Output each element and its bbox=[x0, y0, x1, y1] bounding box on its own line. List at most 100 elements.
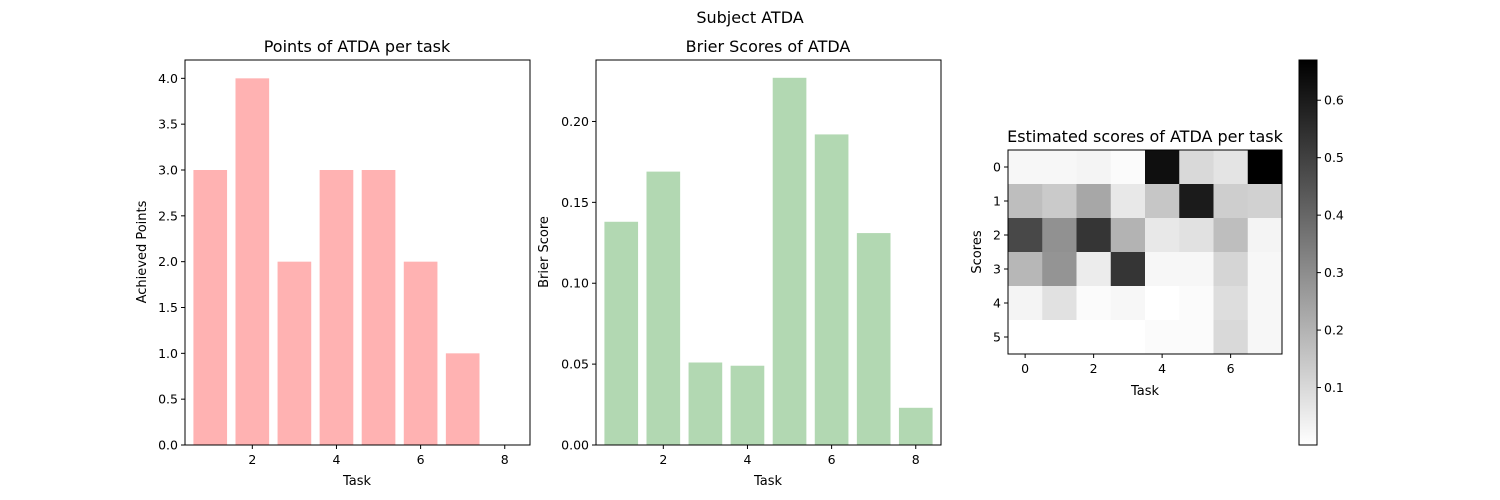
heatmap-cell bbox=[1076, 184, 1112, 219]
heatmap-cell bbox=[1145, 320, 1180, 355]
heatmap-cell bbox=[1213, 320, 1249, 355]
heatmap-cell bbox=[1008, 252, 1043, 287]
heatmap-y-tick-label: 0 bbox=[993, 160, 1001, 175]
heatmap-cell bbox=[1076, 252, 1112, 287]
heatmap-cell bbox=[1110, 150, 1146, 185]
heatmap-cell bbox=[1076, 320, 1112, 355]
points-x-tick-label: 2 bbox=[248, 452, 256, 467]
brier-bar bbox=[730, 365, 765, 445]
points-x-axis-label: Task bbox=[342, 474, 372, 489]
brier-y-tick-label: 0.10 bbox=[561, 276, 589, 291]
brier-x-tick-label: 4 bbox=[743, 452, 751, 467]
colorbar-tick-label: 0.6 bbox=[1324, 93, 1344, 108]
heatmap-cell bbox=[1110, 252, 1146, 287]
points-bar bbox=[319, 170, 354, 445]
points-bar bbox=[361, 170, 396, 445]
points-x-tick-label: 4 bbox=[332, 452, 340, 467]
heatmap-cell bbox=[1247, 252, 1283, 287]
brier-bar bbox=[604, 221, 639, 445]
points-bars bbox=[193, 78, 480, 445]
points-y-tick-label: 2.5 bbox=[158, 208, 178, 223]
heatmap-cell bbox=[1213, 150, 1249, 185]
colorbar-ticks: 0.1 0.2 0.3 0.4 0.5 0.6 bbox=[1317, 93, 1344, 395]
heatmap-cell bbox=[1145, 252, 1180, 287]
heatmap-x-tick-label: 4 bbox=[1158, 361, 1166, 376]
heatmap-cell bbox=[1145, 218, 1180, 253]
heatmap-y-tick-label: 1 bbox=[993, 194, 1001, 209]
heatmap-y-tick-label: 4 bbox=[993, 296, 1001, 311]
heatmap-y-ticks: 0 1 2 3 4 5 bbox=[993, 160, 1008, 345]
colorbar: 0.1 0.2 0.3 0.4 0.5 0.6 bbox=[1298, 59, 1344, 446]
points-y-tick-label: 2.0 bbox=[158, 254, 178, 269]
heatmap-cell bbox=[1008, 150, 1043, 185]
points-y-tick-label: 0.5 bbox=[158, 392, 178, 407]
brier-y-axis-label: Brier Score bbox=[537, 216, 552, 288]
heatmap-cell bbox=[1213, 218, 1249, 253]
colorbar-tick-label: 0.2 bbox=[1324, 323, 1344, 338]
colorbar-gradient bbox=[1298, 59, 1318, 446]
points-x-tick-label: 6 bbox=[417, 452, 425, 467]
brier-y-tick-label: 0.15 bbox=[561, 195, 589, 210]
brier-bar bbox=[856, 233, 891, 445]
colorbar-tick-label: 0.4 bbox=[1324, 208, 1344, 223]
heatmap-cell bbox=[1247, 320, 1283, 355]
heatmap-y-tick-label: 3 bbox=[993, 262, 1001, 277]
heatmap-cell bbox=[1042, 184, 1077, 219]
brier-plot-frame bbox=[595, 59, 942, 446]
points-x-ticks: 2 4 6 8 bbox=[248, 445, 509, 467]
heatmap-y-axis-label: Scores bbox=[970, 230, 985, 273]
heatmap-cell bbox=[1042, 320, 1077, 355]
colorbar-tick-label: 0.1 bbox=[1324, 380, 1344, 395]
heatmap-cell bbox=[1247, 218, 1283, 253]
points-y-tick-label: 1.5 bbox=[158, 300, 178, 315]
heatmap-title: Estimated scores of ATDA per task bbox=[1007, 127, 1283, 146]
heatmap-x-ticks: 0 2 4 6 bbox=[1021, 354, 1235, 376]
heatmap-cell bbox=[1110, 184, 1146, 219]
colorbar-tick-label: 0.5 bbox=[1324, 150, 1344, 165]
brier-x-tick-label: 6 bbox=[828, 452, 836, 467]
brier-x-tick-label: 2 bbox=[659, 452, 667, 467]
heatmap-cell bbox=[1179, 150, 1214, 185]
brier-y-tick-label: 0.00 bbox=[561, 438, 589, 453]
brier-bar bbox=[898, 407, 933, 445]
heatmap-cell bbox=[1145, 184, 1180, 219]
heatmap-cell bbox=[1008, 218, 1043, 253]
heatmap-cell bbox=[1008, 286, 1043, 321]
heatmap-cell bbox=[1213, 286, 1249, 321]
brier-x-tick-label: 8 bbox=[912, 452, 920, 467]
brier-chart-title: Brier Scores of ATDA bbox=[686, 37, 851, 56]
heatmap-cell bbox=[1179, 320, 1214, 355]
heatmap-frame bbox=[1007, 149, 1283, 355]
figure-suptitle: Subject ATDA bbox=[696, 8, 803, 27]
heatmap-cell bbox=[1247, 184, 1283, 219]
points-chart: Points of ATDA per task 2 4 6 8 0.0 0.5 1.0 1.… bbox=[135, 37, 531, 489]
points-y-tick-label: 1.0 bbox=[158, 346, 178, 361]
heatmap-x-tick-label: 6 bbox=[1227, 361, 1235, 376]
heatmap-cells bbox=[1008, 150, 1283, 355]
heatmap-cell bbox=[1179, 286, 1214, 321]
points-y-axis-label: Achieved Points bbox=[135, 200, 150, 303]
brier-bar bbox=[688, 362, 723, 445]
heatmap-cell bbox=[1145, 286, 1180, 321]
brier-y-tick-label: 0.05 bbox=[561, 357, 589, 372]
heatmap-cell bbox=[1076, 218, 1112, 253]
brier-chart: Brier Scores of ATDA 2 4 6 8 0.00 0.05 0.10 0.… bbox=[537, 37, 942, 489]
heatmap-x-tick-label: 0 bbox=[1021, 361, 1029, 376]
heatmap-cell bbox=[1008, 184, 1043, 219]
heatmap-cell bbox=[1247, 286, 1283, 321]
heatmap-cell bbox=[1213, 252, 1249, 287]
brier-x-axis-label: Task bbox=[753, 474, 783, 489]
points-y-ticks: 0.0 0.5 1.0 1.5 2.0 2.5 3.0 3.5 4.0 bbox=[158, 71, 185, 453]
heatmap-y-tick-label: 2 bbox=[993, 228, 1001, 243]
heatmap-cell bbox=[1110, 320, 1146, 355]
heatmap-cell bbox=[1076, 150, 1112, 185]
points-bar bbox=[277, 261, 312, 445]
brier-bar bbox=[772, 77, 807, 445]
points-bar bbox=[235, 78, 270, 445]
heatmap-cell bbox=[1179, 184, 1214, 219]
points-y-tick-label: 4.0 bbox=[158, 71, 178, 86]
brier-y-ticks: 0.00 0.05 0.10 0.15 0.20 bbox=[561, 114, 596, 453]
brier-bar bbox=[646, 171, 681, 445]
points-bar bbox=[403, 261, 438, 445]
heatmap-y-tick-label: 5 bbox=[993, 330, 1001, 345]
